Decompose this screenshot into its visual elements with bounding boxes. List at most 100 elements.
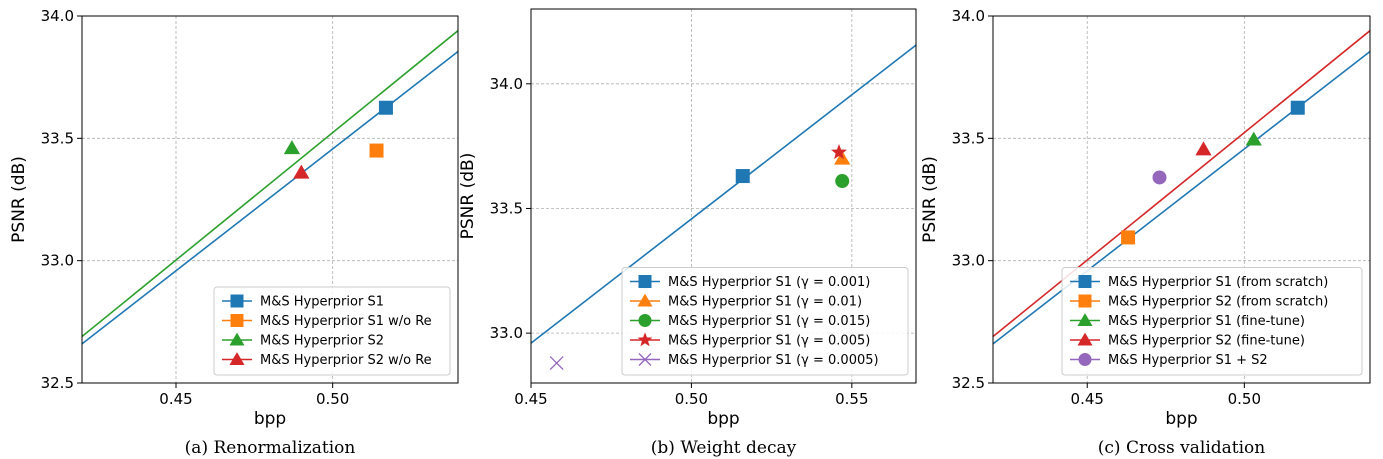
data-point-1 [1290,100,1305,115]
legend-label: M&S Hyperprior S1 (γ = 0.0005) [668,353,879,368]
legend-label: M&S Hyperprior S1 w/o Re [260,314,432,329]
y-axis-label: PSNR (dB) [9,156,29,243]
legend-marker [1077,313,1093,327]
legend-label: M&S Hyperprior S1 (from scratch) [1108,275,1328,290]
legend-item-4: M&S Hyperprior S2 w/o Re [222,352,432,368]
legend-item-1: M&S Hyperprior S1 (from scratch) [1070,275,1328,290]
legend-item-5: M&S Hyperprior S1 (γ = 0.0005) [630,353,879,368]
legend-marker [230,294,244,308]
axes-frame [992,15,1371,384]
legend-item-3: M&S Hyperprior S2 [222,332,384,349]
legend-marker [638,275,652,288]
data-point-3 [283,140,301,155]
x-tick-label: 0.50 [316,390,349,408]
y-tick-label: 34.0 [490,75,523,93]
y-tick-label: 34.0 [952,7,985,25]
y-axis-label: PSNR (dB) [458,153,478,240]
y-tick-label: 32.5 [952,374,985,392]
x-tick-label: 0.45 [514,390,547,408]
trend-line-blue [993,50,1370,345]
panel-caption: (a) Renormalization [185,438,356,458]
legend-marker [1078,353,1092,366]
x-tick-label: 0.55 [835,390,868,408]
trend-line-green [82,30,458,338]
legend-marker [1077,332,1093,346]
trend-line-red [993,30,1370,338]
legend-marker [637,332,653,347]
data-point-4 [831,143,847,160]
legend-item-1: M&S Hyperprior S1 [222,294,384,310]
legend-label: M&S Hyperprior S2 w/o Re [260,353,432,368]
legend-item-2: M&S Hyperprior S1 w/o Re [222,314,432,329]
y-tick-label: 33.5 [41,129,74,147]
legend-marker [230,314,244,327]
axes-frame [530,8,917,384]
legend: M&S Hyperprior S1 (γ = 0.001) M&S Hyperpr… [621,267,909,376]
legend-marker [1078,294,1092,308]
legend: M&S Hyperprior S1 M&S Hyperprior S1 w/o R… [213,286,451,376]
panel-caption: (b) Weight decay [651,438,797,458]
legend-item-3: M&S Hyperprior S1 (γ = 0.015) [630,314,870,329]
legend-item-5: M&S Hyperprior S1 + S2 [1070,353,1268,368]
trend-line-blue [82,50,458,345]
legend-item-4: M&S Hyperprior S1 (γ = 0.005) [630,332,870,349]
legend-label: M&S Hyperprior S2 (fine-tune) [1108,334,1305,349]
y-tick-label: 33.5 [952,129,985,147]
data-point-3 [1245,131,1262,146]
data-point-4 [1195,141,1212,156]
chart-panel-3: 0.45 0.50 32.5 33.0 33.5 34.0 bpp PSNR (dB) M&S … [920,7,1371,458]
legend-box [213,286,451,376]
legend-label: M&S Hyperprior S2 (from scratch) [1108,295,1328,310]
y-axis-label: PSNR (dB) [920,156,940,243]
legend-item-3: M&S Hyperprior S1 (fine-tune) [1070,313,1305,329]
x-axis-label: bpp [707,409,739,429]
y-tick-label: 33.0 [952,252,985,270]
y-tick-label: 34.0 [41,7,74,25]
legend-marker [638,314,652,327]
data-point-3 [835,174,850,189]
data-point-1 [378,100,393,115]
legend-label: M&S Hyperprior S1 (γ = 0.01) [668,295,862,310]
trend-line-blue [531,44,916,344]
legend-item-4: M&S Hyperprior S2 (fine-tune) [1070,332,1305,349]
data-point-2 [369,143,384,158]
legend-item-2: M&S Hyperprior S2 (from scratch) [1070,294,1328,310]
legend-label: M&S Hyperprior S1 (fine-tune) [1108,314,1305,329]
x-tick-label: 0.45 [159,390,192,408]
x-tick-label: 0.45 [1071,390,1104,408]
data-point-5 [1152,170,1167,185]
legend-marker [1078,275,1092,288]
legend-marker [638,353,652,366]
legend-box [1061,267,1363,376]
chart-panel-2: 0.45 0.50 0.55 33.0 33.5 34.0 bpp PSNR (dB) M&S … [458,8,917,458]
legend-label: M&S Hyperprior S2 [260,334,384,349]
axes-frame [81,15,459,384]
legend-box [621,267,909,376]
y-tick-label: 33.5 [490,199,523,217]
legend-marker [229,352,245,366]
legend-label: M&S Hyperprior S1 (γ = 0.001) [668,275,870,290]
legend-label: M&S Hyperprior S1 (γ = 0.005) [668,334,870,349]
x-tick-label: 0.50 [1228,390,1261,408]
data-point-4 [293,164,310,179]
panel-caption: (c) Cross validation [1098,438,1266,458]
legend-marker [637,293,653,307]
x-tick-label: 0.50 [675,390,708,408]
y-tick-label: 33.0 [490,324,523,342]
legend-label: M&S Hyperprior S1 [260,295,384,310]
y-tick-label: 32.5 [41,374,74,392]
y-tick-label: 33.0 [41,252,74,270]
legend-label: M&S Hyperprior S1 (γ = 0.015) [668,314,870,329]
x-axis-label: bpp [254,409,286,429]
data-point-2 [1121,230,1136,245]
chart-panel-1: 0.45 0.50 32.5 33.0 33.5 34.0 bpp PSNR (dB) M&S … [9,7,459,458]
x-axis-label: bpp [1165,409,1197,429]
data-point-1 [735,169,750,184]
legend: M&S Hyperprior S1 (from scratch) M&S Hype… [1061,267,1363,376]
legend-item-1: M&S Hyperprior S1 (γ = 0.001) [630,275,870,290]
legend-item-2: M&S Hyperprior S1 (γ = 0.01) [630,293,862,310]
legend-marker [229,332,245,346]
legend-label: M&S Hyperprior S1 + S2 [1108,353,1268,368]
data-point-5 [549,356,564,371]
